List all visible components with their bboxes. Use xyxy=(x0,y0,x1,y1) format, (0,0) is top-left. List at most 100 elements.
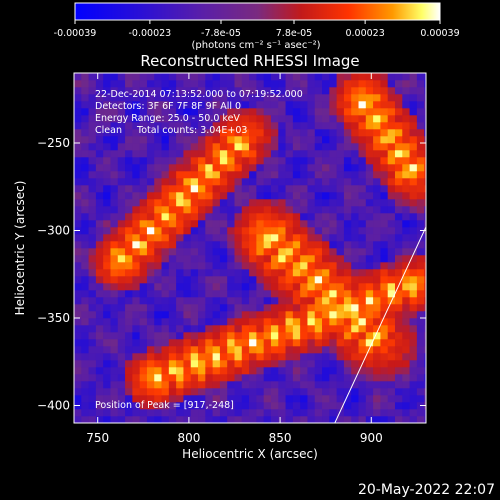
heatmap-cell xyxy=(198,416,206,423)
heatmap-cell xyxy=(256,374,264,382)
heatmap-cell xyxy=(278,150,286,158)
heatmap-cell xyxy=(249,227,257,235)
heatmap-cell xyxy=(95,157,104,165)
heatmap-cell xyxy=(285,255,294,263)
heatmap-cell xyxy=(139,353,148,361)
heatmap-cell xyxy=(241,129,250,137)
heatmap-cell xyxy=(322,416,330,423)
heatmap-cell xyxy=(292,185,301,193)
heatmap-cell xyxy=(314,206,323,214)
heatmap-cell xyxy=(81,262,89,270)
heatmap-cell xyxy=(154,339,162,347)
heatmap-cell xyxy=(373,192,381,200)
heatmap-cell xyxy=(307,87,316,95)
heatmap-cell xyxy=(95,122,104,130)
heatmap-cell xyxy=(95,80,104,88)
heatmap-cell xyxy=(402,325,410,333)
heatmap-cell xyxy=(343,276,352,284)
heatmap-cell xyxy=(161,416,170,423)
heatmap-cell xyxy=(336,402,345,410)
heatmap-cell xyxy=(365,332,374,340)
heatmap-cell xyxy=(249,262,257,270)
heatmap-cell xyxy=(81,255,89,263)
heatmap-cell xyxy=(88,241,97,249)
heatmap-cell xyxy=(336,304,345,312)
annotation-block: 22-Dec-2014 07:13:52.000 to 07:19:52.000… xyxy=(95,89,303,136)
heatmap-cell xyxy=(292,360,301,368)
heatmap-cell xyxy=(249,346,257,354)
heatmap-cell xyxy=(285,94,294,102)
heatmap-cell xyxy=(212,87,221,95)
heatmap-cell xyxy=(409,283,418,291)
heatmap-cell xyxy=(336,388,345,396)
heatmap-cell xyxy=(307,248,316,256)
heatmap-cell xyxy=(81,227,89,235)
heatmap-cell xyxy=(373,395,381,403)
heatmap-cell xyxy=(314,108,323,116)
heatmap-cell xyxy=(278,164,286,172)
heatmap-cell xyxy=(227,395,235,403)
heatmap-cell xyxy=(219,241,228,249)
heatmap-cell xyxy=(103,290,111,298)
heatmap-cell xyxy=(198,241,206,249)
heatmap-cell xyxy=(212,234,221,242)
heatmap-cell xyxy=(373,136,381,144)
heatmap-cell xyxy=(278,255,286,263)
heatmap-cell xyxy=(103,206,111,214)
heatmap-cell xyxy=(95,346,104,354)
colorbar-ticks: -0.00039 -0.00023 -7.8e-05 7.8e-05 0.00023 0.… xyxy=(54,20,460,39)
heatmap-cell xyxy=(300,143,308,151)
heatmap-cell xyxy=(373,101,381,109)
heatmap-cell xyxy=(205,318,213,326)
heatmap-cell xyxy=(183,213,192,221)
heatmap-cell xyxy=(351,402,359,410)
heatmap-cell xyxy=(336,115,345,123)
heatmap-cell xyxy=(241,248,250,256)
x-tick-label: 850 xyxy=(269,431,292,445)
heatmap-cell xyxy=(154,283,162,291)
heatmap-cell xyxy=(227,115,235,123)
heatmap-cell xyxy=(198,108,206,116)
heatmap-cell xyxy=(146,171,155,179)
heatmap-cell xyxy=(249,101,257,109)
heatmap-cell xyxy=(132,157,140,165)
heatmap-cell xyxy=(139,374,148,382)
heatmap-cell xyxy=(190,213,199,221)
heatmap-cell xyxy=(292,192,301,200)
heatmap-cell xyxy=(88,353,97,361)
heatmap-cell xyxy=(81,360,89,368)
heatmap-cell xyxy=(307,129,316,137)
heatmap-cell xyxy=(307,115,316,123)
heatmap-cell xyxy=(285,360,294,368)
heatmap-cell xyxy=(103,269,111,277)
heatmap-cell xyxy=(190,388,199,396)
heatmap-cell xyxy=(285,416,294,423)
heatmap-cell xyxy=(314,171,323,179)
heatmap-cell xyxy=(409,220,418,228)
heatmap-cell xyxy=(322,143,330,151)
heatmap-cell xyxy=(219,283,228,291)
heatmap-cell xyxy=(146,360,155,368)
heatmap-cell xyxy=(402,150,410,158)
heatmap-cell xyxy=(263,185,272,193)
heatmap-cell xyxy=(394,290,403,298)
heatmap-cell xyxy=(227,94,235,102)
heatmap-cell xyxy=(270,318,279,326)
heatmap-cell xyxy=(365,241,374,249)
heatmap-cell xyxy=(358,108,367,116)
heatmap-cell xyxy=(198,381,206,389)
heatmap-cell xyxy=(88,171,97,179)
heatmap-cell xyxy=(424,136,426,144)
heatmap-cell xyxy=(198,332,206,340)
heatmap-cell xyxy=(307,192,316,200)
heatmap-cell xyxy=(358,129,367,137)
heatmap-cell xyxy=(190,325,199,333)
heatmap-cell xyxy=(74,87,82,95)
heatmap-cell xyxy=(110,129,119,137)
heatmap-cell xyxy=(125,234,133,242)
heatmap-cell xyxy=(292,283,301,291)
heatmap-cell xyxy=(380,87,388,95)
heatmap-cell xyxy=(183,374,192,382)
heatmap-cell xyxy=(161,325,170,333)
heatmap-cell xyxy=(314,87,323,95)
